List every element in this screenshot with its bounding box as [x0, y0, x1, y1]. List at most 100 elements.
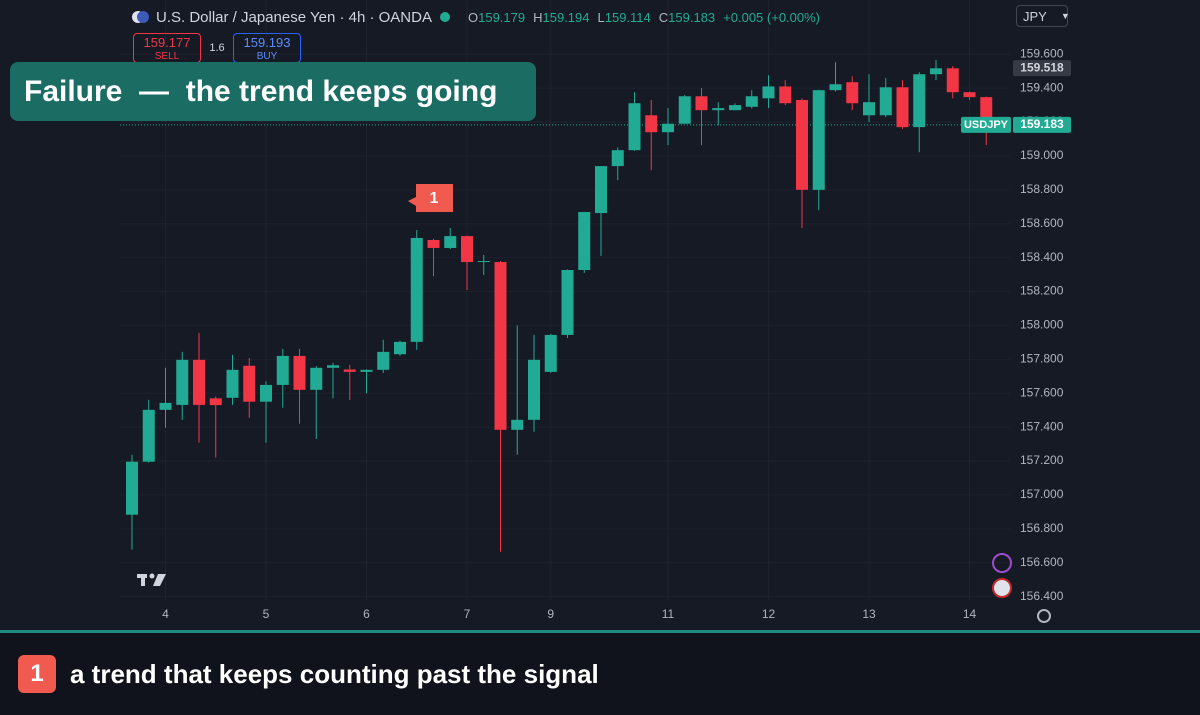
header: U.S. Dollar / Japanese Yen · 4h · OANDA …: [130, 6, 820, 28]
candle-body: [226, 369, 239, 398]
candle-body: [477, 261, 490, 263]
symbol-title[interactable]: U.S. Dollar / Japanese Yen · 4h · OANDA: [156, 8, 432, 26]
x-tick-label: 9: [547, 607, 554, 621]
candle-body: [913, 74, 926, 128]
last-tag-bg: [1013, 116, 1071, 133]
candle-body: [461, 236, 473, 263]
high-tag-bg: [1013, 60, 1071, 77]
ohlc-value: 159.194: [542, 9, 590, 25]
chart: 1 156.400 156.600 156.800 157.000 157.200 157…: [120, 0, 1071, 623]
candle-body: [561, 270, 574, 335]
ohlc-key: H: [533, 9, 543, 25]
candle-body: [662, 123, 674, 133]
ohlc-item: O159.179: [468, 10, 525, 25]
ohlc-key: C: [658, 9, 669, 25]
candle-body: [528, 359, 540, 420]
candle-body: [394, 341, 406, 355]
y-tick-label: 157.600: [1020, 385, 1064, 399]
candle-body: [494, 262, 507, 430]
candle-body: [712, 108, 725, 111]
candle-body: [863, 102, 875, 116]
candle-body: [427, 240, 440, 248]
candle-body: [243, 365, 256, 402]
sell-label: SELL: [154, 51, 180, 62]
x-tick-label: 13: [862, 607, 876, 621]
grid-layer: [120, 0, 1010, 600]
candle-body: [611, 150, 624, 167]
x-tick-label: 5: [263, 607, 270, 621]
candle-body: [930, 68, 942, 75]
candle-body: [159, 402, 172, 410]
candle-body: [176, 359, 189, 405]
buy-button[interactable]: 159.193 BUY: [233, 33, 301, 63]
caption-badge: 1: [18, 655, 56, 693]
x-tick-label: 6: [363, 607, 370, 621]
logo-part: [153, 574, 166, 586]
symbol-tag-label: USDJPY: [964, 119, 1009, 131]
ohlc-item: C159.183: [659, 10, 715, 25]
last-tag-label: 159.183: [1020, 117, 1064, 131]
x-tick-label: 11: [662, 607, 675, 621]
candle-body: [193, 359, 205, 405]
marker-shape: [408, 184, 453, 212]
sell-button[interactable]: 159.177 SELL: [133, 33, 201, 63]
ohlc-value: 159.114: [604, 9, 651, 25]
candle-body: [410, 237, 423, 342]
ohlc-change: +0.005 (+0.00%): [723, 9, 821, 25]
x-tick-label: 7: [464, 607, 471, 621]
y-tick-label: 157.400: [1020, 419, 1064, 433]
candle-body: [963, 92, 976, 98]
y-tick-label: 158.800: [1020, 182, 1064, 196]
dropdown-arrow: ▼: [1060, 11, 1070, 21]
candle-body: [628, 103, 641, 151]
ohlc-value: 159.183: [668, 9, 716, 25]
ohlc-item: H159.194: [533, 10, 589, 25]
candle-body: [327, 365, 339, 368]
marker-label: 1: [430, 190, 439, 207]
candle-body: [310, 367, 323, 390]
candle-body: [812, 90, 825, 190]
y-tick-label: 158.000: [1020, 318, 1064, 332]
ohlc-item: L159.114: [598, 10, 651, 25]
banner: Failure — the trend keeps going: [10, 62, 536, 121]
y-tick-label: 156.800: [1020, 521, 1064, 535]
candle-body: [276, 355, 289, 385]
candle-body: [260, 384, 272, 402]
alert-icon[interactable]: [992, 553, 1012, 573]
candle-body: [544, 334, 557, 372]
flag-icon[interactable]: [992, 578, 1012, 598]
candle-body: [745, 96, 758, 107]
currency-select[interactable]: JPY ▼: [1016, 5, 1070, 27]
caption-text: a trend that keeps counting past the sig…: [70, 658, 599, 689]
symbol-tag-bg: [961, 116, 1011, 133]
high-tag-label: 159.518: [1020, 60, 1064, 74]
candle-body: [360, 369, 373, 372]
status-dot: [439, 12, 450, 22]
logo-part: [141, 574, 145, 586]
ohlc-key: O: [467, 9, 479, 25]
candle-body: [595, 166, 607, 214]
sell-price: 159.177: [143, 35, 191, 50]
y-tick-label: 156.400: [1020, 589, 1064, 603]
x-tick-label: 4: [162, 607, 169, 621]
candle-body: [829, 84, 842, 91]
candle-body: [209, 398, 222, 406]
candle-body: [946, 68, 959, 93]
candle-body: [695, 96, 708, 111]
candle-body: [343, 369, 356, 372]
marks-layer: [126, 60, 1009, 552]
ohlc-key: L: [597, 9, 605, 25]
spread: 1.6: [209, 42, 225, 54]
buy-label: BUY: [256, 51, 278, 62]
candle-body: [678, 96, 691, 124]
candle-body: [879, 87, 892, 116]
candle-body: [896, 87, 909, 128]
x-tick-label: 14: [963, 607, 977, 621]
y-tick-label: 156.600: [1020, 555, 1064, 569]
candle-body: [779, 86, 792, 104]
ohlc: O159.179 H159.194 L159.114 C159.183 +0.005 (…: [468, 10, 820, 25]
candle-body: [126, 461, 138, 515]
y-tick-label: 158.400: [1020, 250, 1064, 264]
settings-icon[interactable]: [1037, 609, 1051, 623]
